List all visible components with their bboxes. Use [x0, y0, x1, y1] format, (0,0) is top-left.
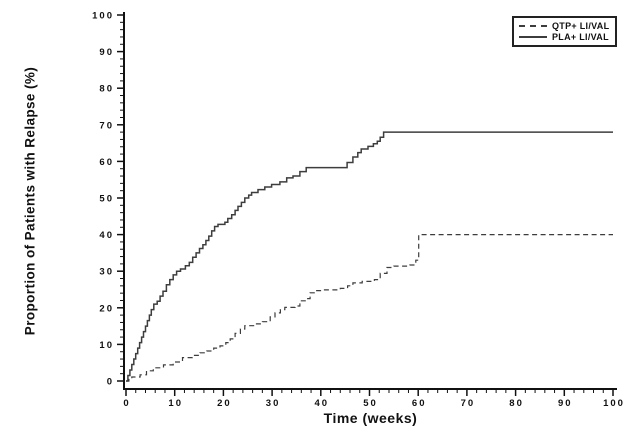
x-axis-label: Time (weeks) — [323, 410, 418, 426]
x-tick-label: 30 — [266, 398, 281, 409]
y-tick-label: 40 — [99, 230, 114, 241]
x-tick-label: 40 — [315, 398, 330, 409]
y-tick-label: 50 — [99, 194, 114, 205]
x-tick-label: 60 — [412, 398, 427, 409]
legend-box: QTP+ LI/VAL PLA+ LI/VAL — [512, 16, 618, 47]
y-tick-label: 90 — [99, 47, 114, 58]
y-tick-label: 100 — [92, 11, 114, 22]
y-tick-label: 60 — [99, 157, 114, 168]
y-tick-label: 70 — [99, 120, 114, 131]
x-tick-label: 100 — [603, 398, 625, 409]
solid-line-sample-icon — [519, 35, 547, 38]
legend-entry-pla: PLA+ LI/VAL — [519, 31, 609, 42]
series-qtp-li-val — [126, 234, 613, 382]
y-tick-label: 30 — [99, 267, 114, 278]
x-tick-label: 70 — [461, 398, 476, 409]
dashed-line-sample-icon — [519, 24, 547, 27]
y-tick-label: 20 — [99, 303, 114, 314]
x-tick-label: 90 — [558, 398, 573, 409]
x-tick-label: 80 — [509, 398, 524, 409]
y-axis-label: Proportion of Patients with Relapse (%) — [22, 66, 38, 336]
legend-label-qtp: QTP+ LI/VAL — [552, 20, 610, 31]
x-tick-label: 20 — [217, 398, 232, 409]
legend-entry-qtp: QTP+ LI/VAL — [519, 20, 609, 31]
y-tick-label: 80 — [99, 84, 114, 95]
y-tick-label: 10 — [99, 340, 114, 351]
axes-lines — [123, 12, 617, 390]
x-tick-label: 10 — [168, 398, 183, 409]
x-tick-label: 0 — [123, 398, 130, 409]
series-pla-li-val — [126, 131, 613, 382]
y-tick-label: 0 — [107, 377, 114, 388]
x-tick-label: 50 — [363, 398, 378, 409]
legend-label-pla: PLA+ LI/VAL — [552, 31, 609, 42]
